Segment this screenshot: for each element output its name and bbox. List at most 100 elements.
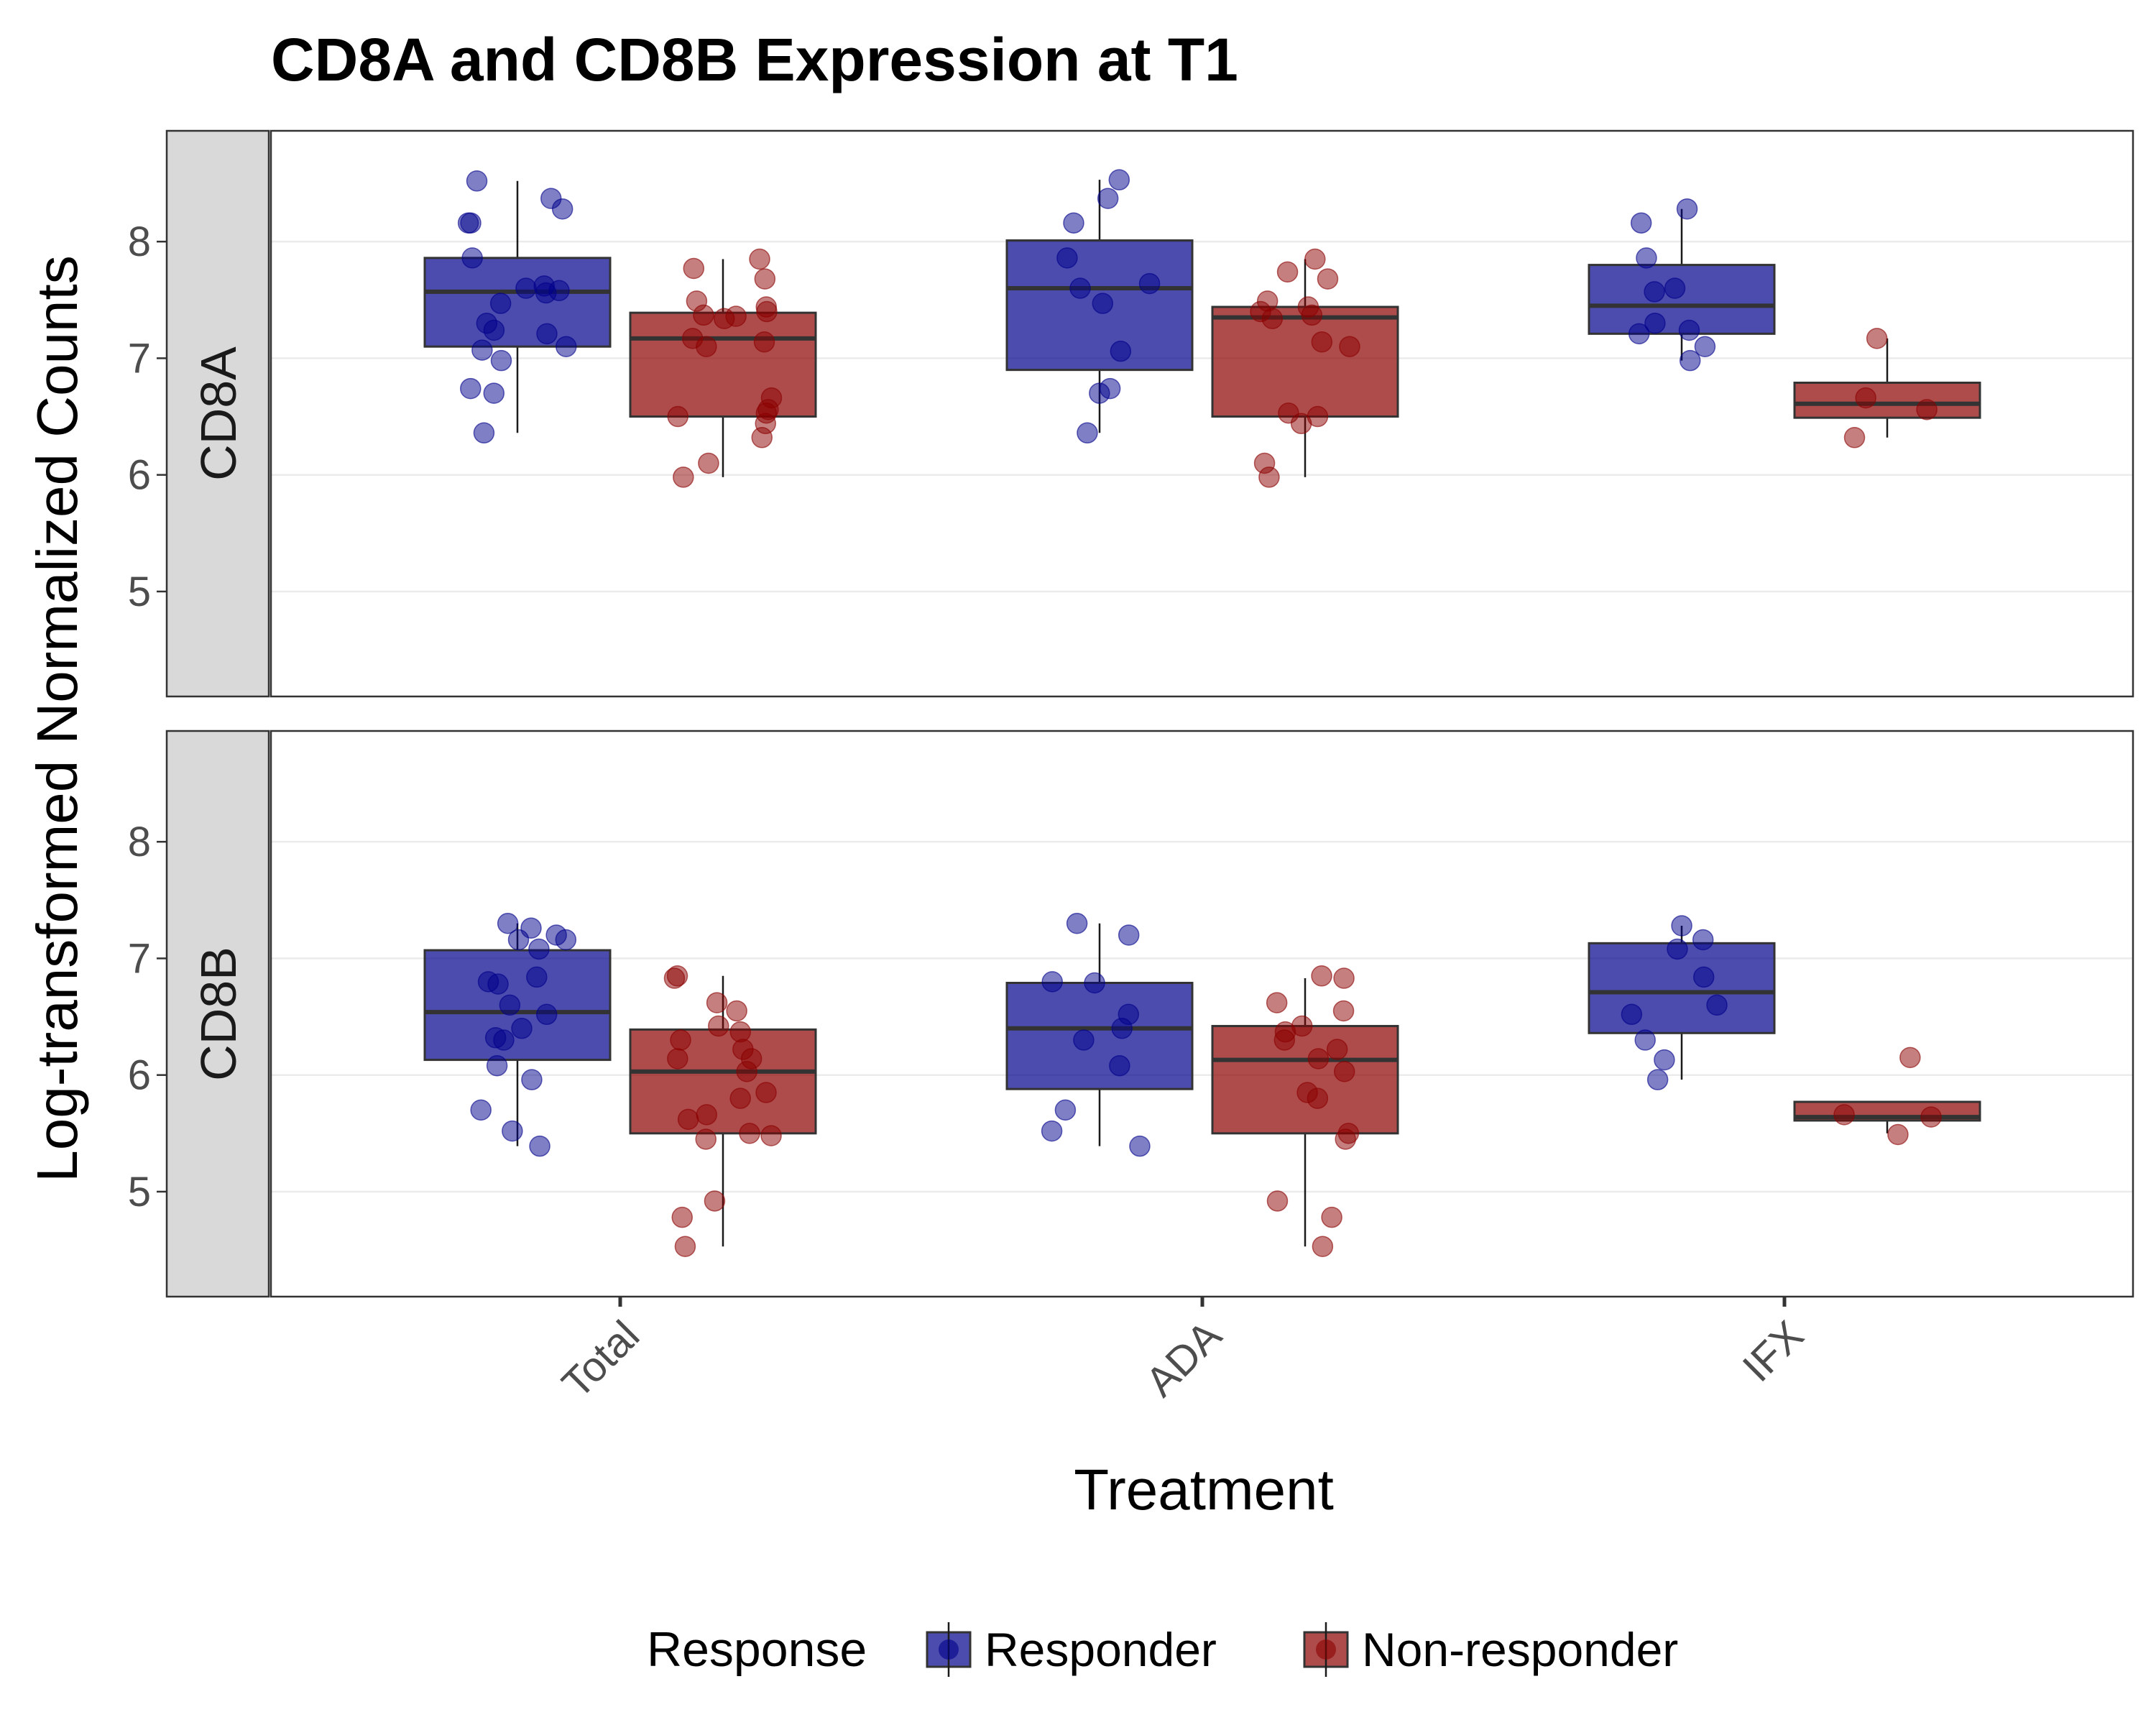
data-point [1084,972,1105,994]
data-point [1041,1120,1063,1142]
data-point [1069,277,1091,299]
data-point [667,1048,688,1070]
data-point [1692,929,1714,951]
data-point [760,1125,782,1146]
data-point [1630,212,1652,234]
data-point [529,1135,550,1157]
data-point [1676,198,1698,220]
legend-item-non-responder: Non-responder [1303,1622,1678,1677]
data-point [1258,466,1280,488]
data-point [1339,336,1360,357]
data-point [677,1108,699,1131]
data-point [1118,924,1140,946]
data-point [1261,308,1284,330]
data-point [670,1029,691,1051]
data-point [551,198,573,220]
data-point [526,966,548,988]
data-point [1290,413,1312,435]
data-point [1706,994,1728,1016]
data-point [487,973,509,995]
data-point [555,336,577,357]
data-point [1301,304,1323,326]
box-total-responder [423,912,612,1157]
box-ada-non-responder [1211,248,1399,488]
data-point [461,247,483,269]
box-iqr [1005,981,1194,1090]
data-point [1694,336,1716,357]
box-ada-responder [1005,912,1194,1157]
data-point [704,1190,726,1212]
data-point [499,994,521,1016]
data-point [502,1120,523,1142]
data-point [1646,1069,1669,1090]
data-point [460,377,482,400]
data-point [1321,1206,1342,1228]
y-tick-label: 8 [128,819,151,865]
data-point [683,257,705,280]
data-point [1138,272,1161,295]
data-point [1634,1029,1656,1051]
y-tick-label: 5 [128,569,151,615]
data-point [466,170,488,192]
box-iqr [1588,264,1776,335]
data-point [1312,1236,1334,1257]
y-tick-label: 6 [128,1052,151,1099]
legend-title: Response [647,1622,867,1677]
data-point [708,1015,729,1037]
data-point [1628,323,1650,345]
data-point [515,277,537,299]
data-point [696,336,717,357]
data-point [1077,422,1098,444]
data-point [696,1104,718,1126]
data-point [1654,1049,1675,1071]
data-point [713,308,735,330]
y-axis-title: Log-transformed Normalized Counts [25,255,89,1182]
data-point [493,1029,515,1051]
strip-background [165,129,270,698]
data-point [1109,1054,1130,1077]
data-point [1916,399,1938,420]
box-ifx-non-responder [1793,1046,1981,1146]
y-tick-label: 8 [128,218,151,265]
box-iqr [1793,381,1981,419]
box-total-non-responder [629,248,817,488]
y-tick-label: 5 [128,1169,151,1215]
data-point [1304,248,1326,270]
strip-label-cd8b: CD8B [190,947,247,1081]
data-point [1108,169,1130,190]
box-iqr [1211,305,1399,418]
data-point [536,323,558,345]
data-point [739,1123,760,1144]
data-point [507,929,530,951]
data-point [1092,293,1114,314]
data-point [1276,261,1299,283]
data-point [1110,340,1132,362]
data-point [528,938,550,960]
data-point [663,967,686,989]
data-point [1266,1190,1289,1212]
box-ada-non-responder [1211,965,1399,1257]
data-point [483,319,505,341]
data-point [486,1054,508,1077]
data-point [755,1082,777,1103]
data-point [555,929,577,951]
x-axis-title: Treatment [1074,1458,1334,1522]
data-point [1920,1106,1942,1128]
data-point [511,1018,533,1039]
legend-label-non-responder: Non-responder [1362,1623,1678,1676]
y-tick-label: 6 [128,452,151,499]
data-point [473,422,495,444]
data-point [489,293,512,314]
data-point [497,912,519,934]
data-point [1671,915,1692,937]
data-point [1644,281,1665,303]
panel-cd8b: CD8B 5 6 7 8 [128,730,2134,1298]
data-point [1307,1087,1329,1109]
data-point [1679,349,1701,372]
box-total-non-responder [629,965,817,1257]
data-point [1097,188,1119,209]
data-point [1311,331,1333,353]
data-point [535,1003,558,1026]
data-point [1692,966,1715,988]
